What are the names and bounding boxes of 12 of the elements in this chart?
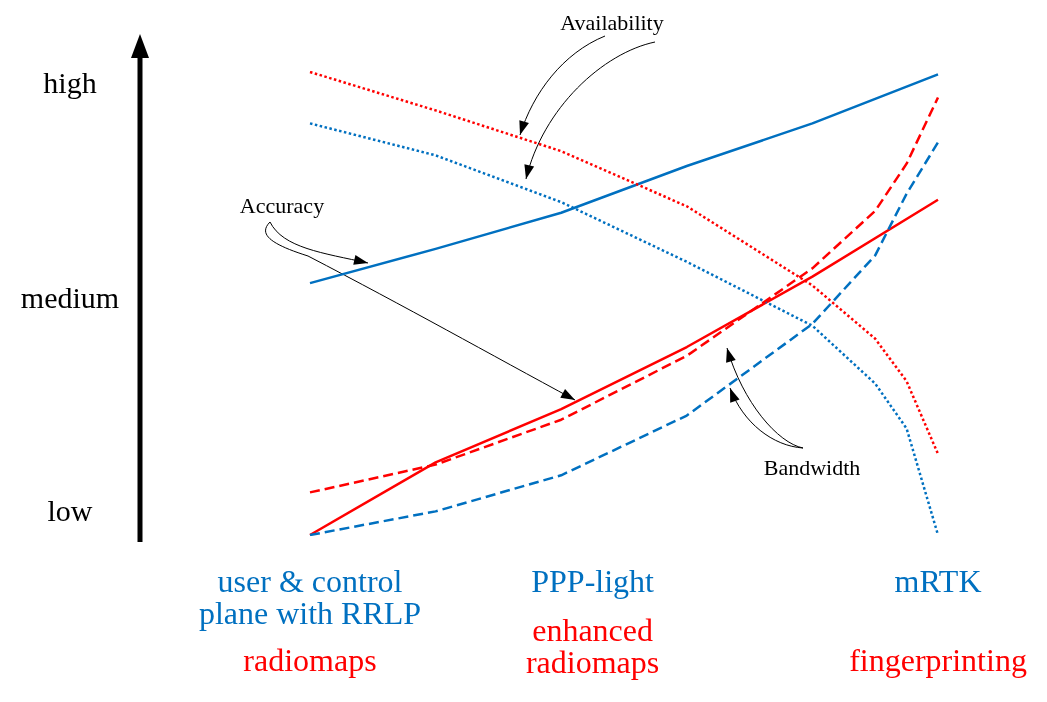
- text: high: [43, 65, 97, 99]
- annotation: Bandwidth: [763, 454, 861, 480]
- text: enhanced radiomaps: [525, 612, 660, 680]
- text: medium: [20, 280, 120, 314]
- text: radiomaps: [243, 642, 377, 678]
- text: low: [47, 493, 93, 527]
- x-tick-label: user & control plane with RRLP: [198, 563, 422, 631]
- x-tick-label: mRTK: [894, 563, 982, 599]
- x-tick-label: PPP-light: [531, 563, 655, 599]
- annotation: Accuracy: [239, 192, 325, 218]
- text: fingerprinting: [849, 642, 1027, 678]
- text: Availability: [560, 9, 664, 35]
